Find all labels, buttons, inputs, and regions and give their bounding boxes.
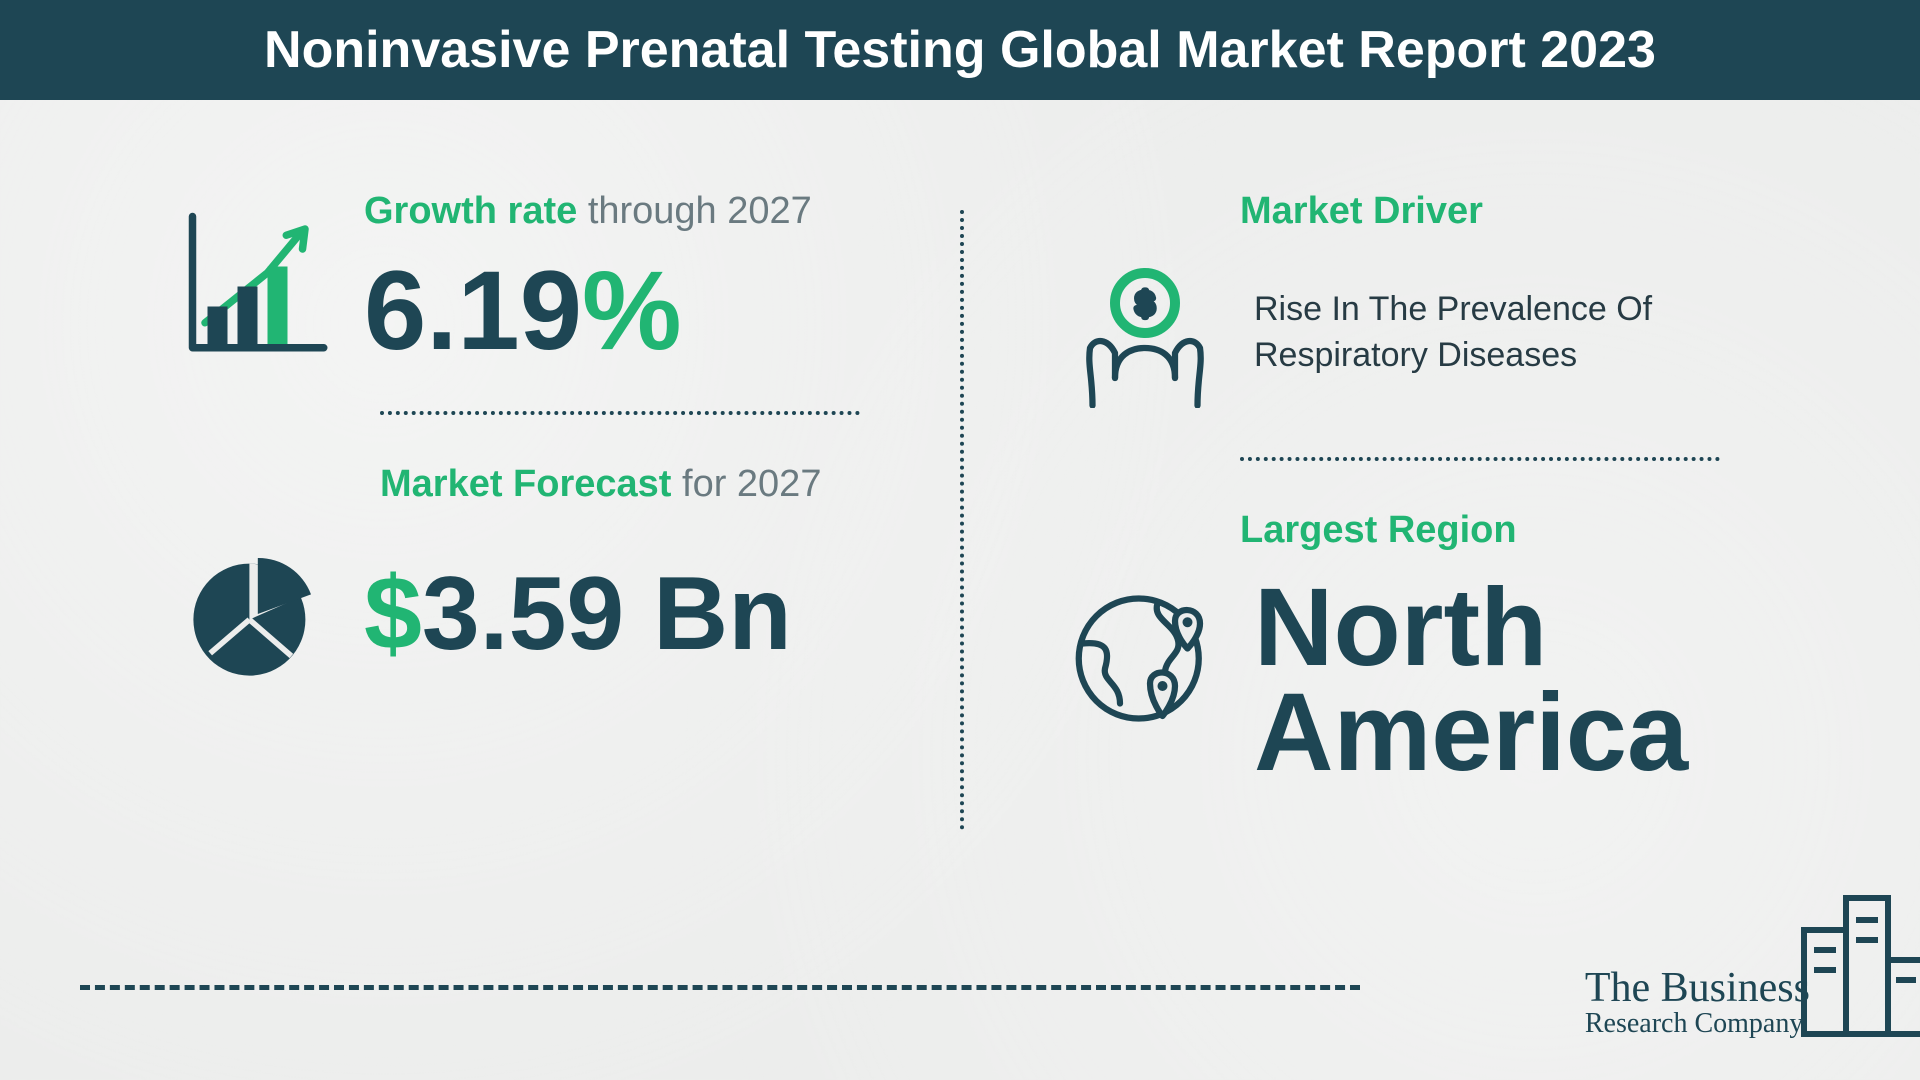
growth-chart-icon (180, 199, 330, 359)
forecast-value: $3.59 Bn (364, 556, 792, 672)
region-label: Largest Region (1240, 509, 1800, 552)
globe-pin-icon (1070, 576, 1220, 736)
pie-chart-icon (180, 534, 330, 694)
forecast-label-pre: Market Forecast (380, 463, 682, 505)
right-dotted-divider (1240, 457, 1720, 461)
buildings-icon (1800, 880, 1920, 1040)
forecast-label-post: for 2027 (682, 463, 821, 505)
growth-label-pre: Growth rate (364, 190, 588, 232)
logo-line1: The Business (1585, 964, 1810, 1012)
right-column: Market Driver $ Rise In The Pr (970, 190, 1800, 825)
growth-label-post: through 2027 (588, 190, 812, 232)
region-value-1: North (1254, 576, 1688, 681)
title-bar: Noninvasive Prenatal Testing Global Mark… (0, 0, 1920, 100)
page-title: Noninvasive Prenatal Testing Global Mark… (264, 20, 1656, 80)
driver-section: Market Driver $ Rise In The Pr (1070, 190, 1800, 413)
hands-coin-icon: $ (1070, 253, 1220, 413)
growth-section: Growth rate through 2027 6.19% (180, 190, 910, 367)
company-logo: The Business Research Company (1585, 964, 1810, 1040)
growth-unit: % (582, 248, 682, 373)
driver-text: Rise In The Prevalence Of Respiratory Di… (1254, 287, 1800, 379)
logo-line2: Research Company (1585, 1008, 1810, 1040)
left-dotted-divider (380, 411, 860, 415)
driver-label: Market Driver (1240, 190, 1800, 233)
forecast-section: Market Forecast for 2027 $3.59 Bn (180, 463, 910, 694)
vertical-divider (960, 210, 964, 830)
region-value-2: America (1254, 681, 1688, 786)
growth-value: 6.19 (364, 248, 582, 373)
left-column: Growth rate through 2027 6.19% Market Fo… (180, 190, 970, 825)
content-grid: Growth rate through 2027 6.19% Market Fo… (0, 100, 1920, 825)
region-section: Largest Region (1070, 509, 1800, 785)
svg-text:$: $ (1136, 285, 1154, 321)
bottom-dashed-line (80, 985, 1360, 990)
